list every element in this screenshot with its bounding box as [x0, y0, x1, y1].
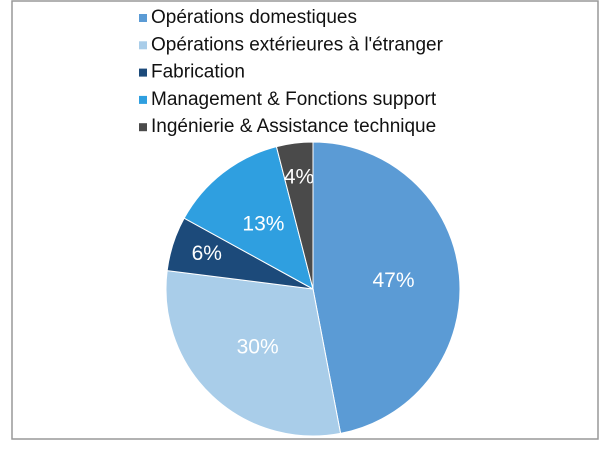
- data-label: 30%: [237, 335, 279, 358]
- legend-swatch: [139, 95, 147, 104]
- pie-slice: [183, 146, 314, 290]
- data-label: 47%: [372, 269, 414, 292]
- legend-swatch: [139, 41, 147, 50]
- pie-slice: [275, 141, 314, 290]
- legend-swatch: [139, 14, 147, 22]
- data-label: 6%: [192, 242, 222, 265]
- legend-swatch: [139, 68, 147, 77]
- legend-label: Management & Fonctions support: [151, 89, 437, 110]
- legend-label: Opérations domestiques: [151, 7, 357, 28]
- data-label: 4%: [284, 166, 314, 189]
- legend-label: Opérations extérieures à l'étranger: [151, 34, 444, 55]
- pie-slice: [312, 141, 461, 434]
- legend-swatch: [139, 123, 147, 132]
- legend-label: Ingénierie & Assistance technique: [151, 116, 436, 137]
- pie-slice: [165, 270, 342, 437]
- legend-label: Fabrication: [151, 62, 245, 83]
- data-label: 13%: [242, 213, 284, 236]
